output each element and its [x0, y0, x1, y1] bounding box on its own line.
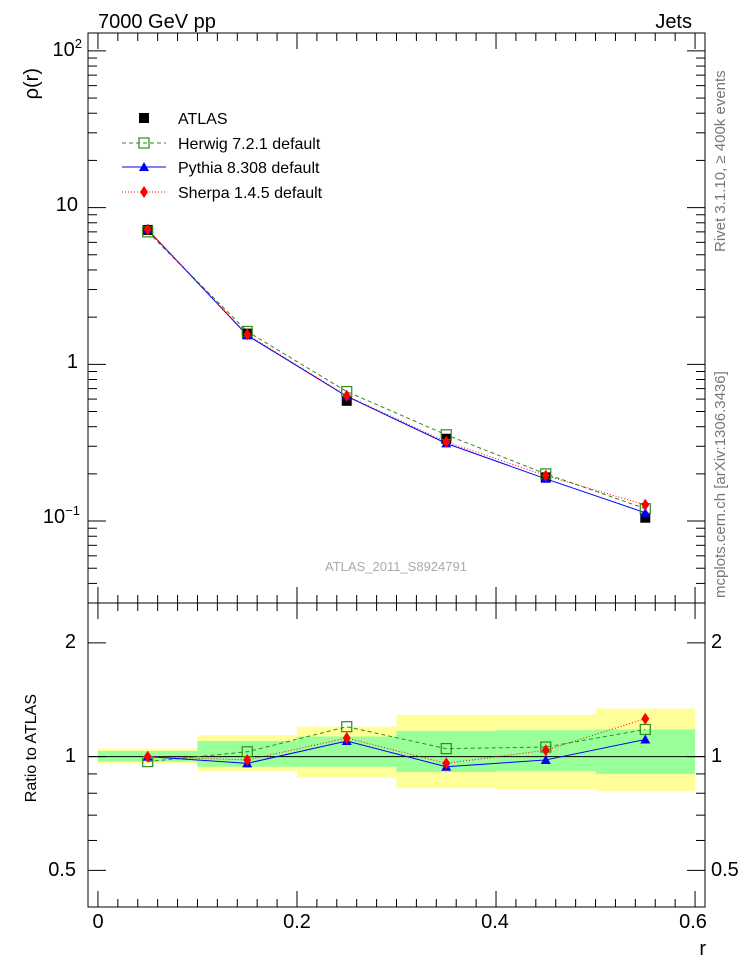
legend-label-herwig: Herwig 7.2.1 default: [178, 136, 321, 153]
main-point-s3-0: [143, 223, 152, 236]
main-point-s3-4: [541, 469, 550, 482]
main-series-line-2: [147, 229, 646, 514]
main-ytick-label-0.1: 10−1: [43, 503, 80, 528]
main-ytick-label-100: 102: [53, 36, 82, 61]
main-ytick-100-base: 10: [53, 39, 75, 61]
ratio-series-markers: [142, 712, 651, 771]
legend-marker-1: [138, 137, 150, 149]
legend: ATLAS Herwig 7.2.1 default Pythia 8.308 …: [122, 111, 323, 202]
ratio-ytick-label-1-right: 1: [711, 745, 722, 767]
main-point-s3-3: [442, 435, 451, 448]
analysis-watermark: ATLAS_2011_S8924791: [325, 559, 467, 574]
ratio-point-s2-1: [243, 753, 252, 766]
xtick-label-0.2: 0.2: [283, 911, 311, 933]
main-point-s2-5: [640, 507, 651, 517]
ratio-ytick-label-0.5-left: 0.5: [48, 859, 76, 881]
ratio-point-s1-5: [640, 734, 651, 744]
ratio-point-s2-3: [442, 757, 451, 770]
ratio-ytick-label-1-left: 1: [65, 745, 76, 767]
legend-marker-3: [140, 186, 148, 198]
main-ylabel: ρ(r): [21, 68, 43, 99]
ratio-point-s2-5: [641, 712, 650, 725]
axis-ticks: [88, 33, 705, 907]
ratio-point-s2-4: [541, 744, 550, 757]
ratio-xlabel: r: [699, 938, 706, 960]
rivet-label: Rivet 3.1.10, ≥ 400k events: [712, 70, 729, 252]
ratio-ylabel: Ratio to ATLAS: [23, 694, 40, 802]
ratio-ytick-label-2-right: 2: [711, 631, 722, 653]
ratio-ytick-label-2-left: 2: [65, 631, 76, 653]
xtick-label-0: 0: [92, 911, 103, 933]
main-ytick-label-1: 1: [67, 351, 78, 373]
ratio-point-s0-2: [341, 721, 353, 733]
main-point-s3-5: [641, 498, 650, 511]
ratio-point-s1-4: [540, 754, 551, 764]
ratio-series-line-1: [147, 739, 646, 768]
main-ytick-0.1-exp: −1: [65, 503, 80, 518]
main-ytick-label-10: 10: [56, 194, 78, 216]
legend-marker-0: [139, 113, 149, 123]
legend-label-sherpa: Sherpa 1.4.5 default: [178, 185, 323, 202]
xtick-label-0.6: 0.6: [679, 911, 707, 933]
main-ytick-100-exp: 2: [75, 36, 82, 51]
ratio-point-s2-0: [143, 750, 152, 763]
ratio-series-lines: [147, 718, 646, 768]
ratio-series-line-2: [147, 718, 646, 764]
main-series-markers: [142, 223, 651, 523]
header-right: Jets: [655, 11, 692, 33]
ratio-point-s2-2: [342, 732, 351, 745]
ratio-series-line-0: [147, 726, 646, 763]
mcplots-label: mcplots.cern.ch [arXiv:1306.3436]: [712, 371, 729, 598]
main-point-s3-1: [243, 328, 252, 341]
ratio-point-s0-3: [440, 743, 452, 755]
legend-label-pythia: Pythia 8.308 default: [178, 160, 320, 177]
xtick-label-0.4: 0.4: [481, 911, 509, 933]
legend-label-atlas: ATLAS: [178, 111, 228, 128]
ratio-ytick-label-0.5-right: 0.5: [711, 859, 739, 881]
ratio-uncertainty-bands: [97, 708, 696, 792]
main-point-s3-2: [342, 389, 351, 402]
legend-marker-2: [139, 162, 149, 171]
main-series-lines: [147, 229, 646, 514]
main-series-line-3: [147, 229, 646, 506]
main-point-s0-5: [640, 512, 651, 523]
header-left: 7000 GeV pp: [98, 11, 216, 33]
main-series-line-1: [147, 231, 646, 510]
main-ytick-0.1-base: 10: [43, 506, 65, 528]
